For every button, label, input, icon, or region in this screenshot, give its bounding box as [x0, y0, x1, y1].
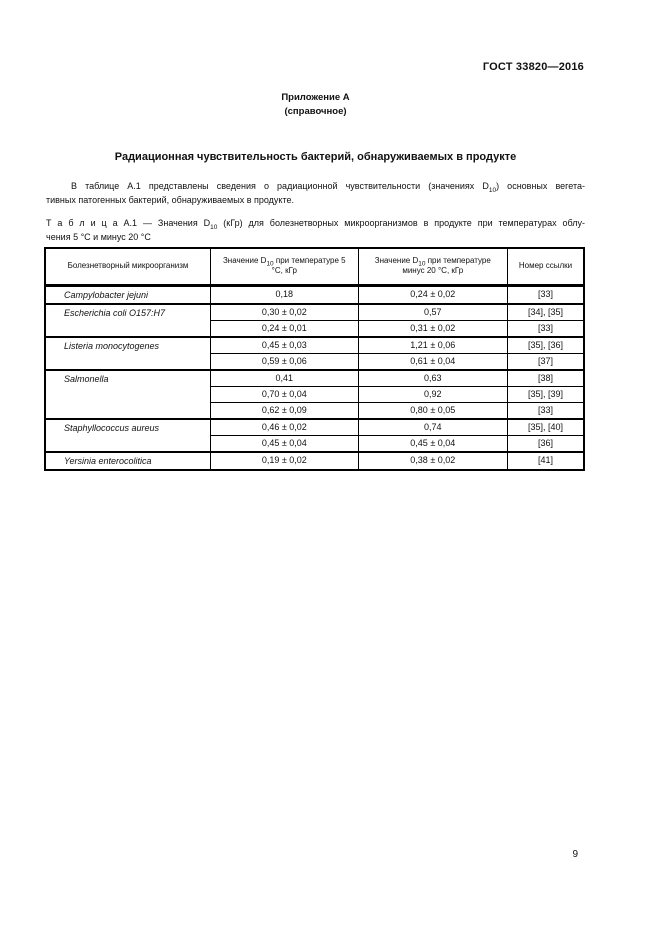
organism-cell: Escherichia coli О157:H7: [44, 302, 211, 337]
organism-cell: Yersinia enterocolitica: [44, 450, 211, 470]
d10-minus20c-cell: 0,24 ± 0,02: [357, 284, 508, 304]
organism-cell: Campylobacter jejuni: [44, 284, 211, 304]
reference-cell: [35], [36]: [506, 335, 585, 354]
table-row: 0,62 ± 0,09 0,80 ± 0,05 [33]: [45, 401, 585, 419]
intro-line-2: тивных патогенных бактерий, обнаруживаем…: [46, 194, 294, 205]
d10-5c-cell: 0,70 ± 0,04: [209, 385, 359, 403]
d10-5c-cell: 0,45 ± 0,04: [209, 434, 359, 452]
d10-5c-cell: 0,62 ± 0,09: [209, 401, 359, 419]
d10-5c-cell: 0,24 ± 0,01: [209, 319, 359, 337]
reference-cell: [35], [39]: [506, 385, 585, 403]
intro-paragraph: В таблице А.1 представлены сведения о ра…: [46, 180, 585, 207]
table-caption-line-1: Т а б л и ц а А.1 — Значения D10 (кГр) д…: [46, 218, 585, 231]
table-row: 0,45 ± 0,04 0,45 ± 0,04 [36]: [45, 434, 585, 452]
annex-subtitle: (справочное): [284, 106, 347, 117]
d10-values-table: Болезнетворный микроорганизм Значение D1…: [44, 247, 585, 471]
reference-cell: [34], [35]: [506, 302, 585, 321]
table-row: 0,59 ± 0,06 0,61 ± 0,04 [37]: [45, 352, 585, 370]
table-caption: Т а б л и ц а А.1 — Значения D10 (кГр) д…: [46, 217, 585, 244]
reference-cell: [35], [40]: [506, 417, 585, 436]
reference-cell: [33]: [506, 284, 585, 304]
d10-5c-cell: 0,19 ± 0,02: [209, 450, 359, 470]
reference-cell: [38]: [506, 368, 585, 387]
subscript-10: 10: [266, 260, 274, 268]
d10-minus20c-cell: 0,61 ± 0,04: [357, 352, 508, 370]
table-row: Salmonella 0,41 0,63 [38]: [44, 368, 585, 419]
table-row: Staphyllococcus aureus 0,46 ± 0,02 0,74 …: [44, 417, 585, 452]
d10-5c-cell: 0,18: [209, 284, 359, 304]
table-header-row: Болезнетворный микроорганизм Значение D1…: [44, 247, 585, 287]
d10-5c-cell: 0,46 ± 0,02: [209, 417, 359, 436]
d10-minus20c-cell: 1,21 ± 0,06: [357, 335, 508, 354]
d10-5c-cell: 0,59 ± 0,06: [209, 352, 359, 370]
header-reference: Номер ссылки: [506, 247, 585, 287]
table-caption-line-2: чения 5 °С и минус 20 °С: [46, 231, 151, 242]
d10-minus20c-cell: 0,80 ± 0,05: [357, 401, 508, 419]
organism-cell: Salmonella: [44, 368, 211, 419]
d10-minus20c-cell: 0,74: [357, 417, 508, 436]
annex-title: Приложение А: [281, 92, 350, 103]
table-row: Campylobacter jejuni 0,18 0,24 ± 0,02 [3…: [44, 284, 585, 304]
d10-minus20c-cell: 0,31 ± 0,02: [357, 319, 508, 337]
header-d10-minus20c: Значение D10 при температуре минус 20 °С…: [357, 247, 508, 287]
reference-cell: [41]: [506, 450, 585, 470]
subscript-10: 10: [418, 260, 426, 268]
table-row: Yersinia enterocolitica 0,19 ± 0,02 0,38…: [44, 450, 585, 470]
section-title: Радиационная чувствительность бактерий, …: [114, 151, 517, 163]
table-row: Escherichia coli О157:H7 0,30 ± 0,02 0,5…: [44, 302, 585, 337]
annex-block: Приложение А (справочное): [46, 91, 585, 119]
d10-5c-cell: 0,41: [209, 368, 359, 387]
organism-cell: Staphyllococcus aureus: [44, 417, 211, 452]
d10-5c-cell: 0,30 ± 0,02: [209, 302, 359, 321]
reference-cell: [33]: [506, 319, 585, 337]
table-row: 0,70 ± 0,04 0,92 [35], [39]: [45, 385, 585, 403]
organism-cell: Listeria monocytogenes: [44, 335, 211, 370]
doc-number: ГОСТ 33820—2016: [482, 61, 584, 73]
subscript-10: 10: [210, 223, 218, 231]
reference-cell: [33]: [506, 401, 585, 419]
intro-line-1: В таблице А.1 представлены сведения о ра…: [71, 181, 585, 194]
subscript-10: 10: [488, 186, 497, 194]
d10-5c-cell: 0,45 ± 0,03: [209, 335, 359, 354]
header-organism: Болезнетворный микроорганизм: [44, 247, 211, 287]
reference-cell: [37]: [506, 352, 585, 370]
page-number: 9: [572, 849, 578, 860]
d10-minus20c-cell: 0,38 ± 0,02: [357, 450, 508, 470]
table-row: Listeria monocytogenes 0,45 ± 0,03 1,21 …: [44, 335, 585, 370]
d10-minus20c-cell: 0,63: [357, 368, 508, 387]
d10-minus20c-cell: 0,92: [357, 385, 508, 403]
d10-minus20c-cell: 0,45 ± 0,04: [357, 434, 508, 452]
reference-cell: [36]: [506, 434, 585, 452]
header-d10-5c: Значение D10 при температуре 5 °С, кГр: [209, 247, 359, 287]
d10-minus20c-cell: 0,57: [357, 302, 508, 321]
